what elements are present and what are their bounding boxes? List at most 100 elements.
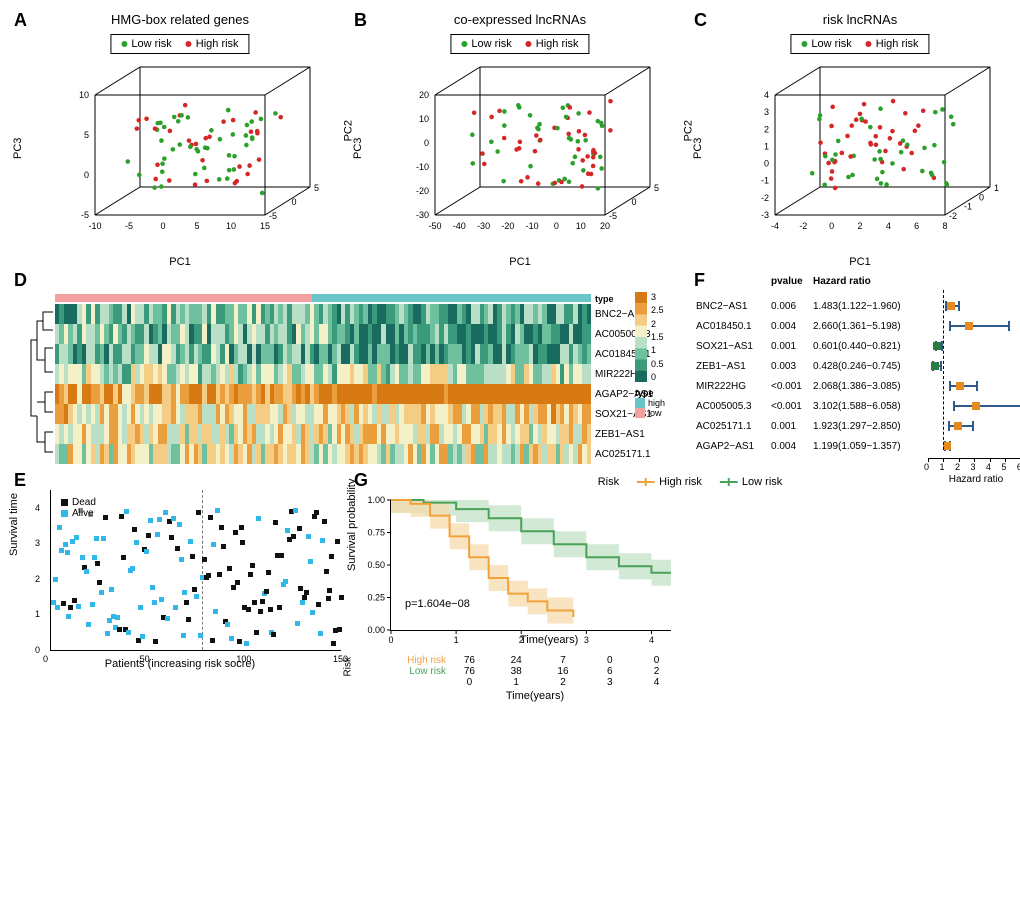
svg-text:2: 2 [764,124,769,134]
panel-a: A HMG-box related genes Low risk High ri… [10,10,350,270]
panel-c-label: C [694,10,707,31]
panel-b: B co-expressed lncRNAs Low risk High ris… [350,10,690,270]
forest-plot: pvalue Hazard ratio BNC2−AS10.0061.483(1… [696,276,1020,466]
colorbar-svg [635,292,647,382]
pc1-label: PC1 [169,256,190,268]
svg-text:-5: -5 [609,211,617,221]
svg-text:-3: -3 [761,210,769,220]
svg-text:1: 1 [764,141,769,151]
svg-text:20: 20 [600,221,610,231]
panel-c-legend: Low risk High risk [790,34,929,54]
svg-text:-2: -2 [949,211,957,221]
svg-text:10: 10 [576,221,586,231]
panel-c: C risk lncRNAs Low risk High risk -3-2-1… [690,10,1020,270]
svg-text:0: 0 [554,221,559,231]
panel-a-title: HMG-box related genes [111,12,249,27]
svg-text:-50: -50 [428,221,441,231]
svg-text:-10: -10 [416,162,429,172]
panel-g: G Risk High risk Low risk 012340.000.250… [350,470,1020,890]
svg-text:-1: -1 [761,176,769,186]
svg-text:0: 0 [388,635,393,645]
g-pvalue: p=1.604e−08 [405,598,470,610]
svg-text:-1: -1 [964,202,972,212]
svg-text:0: 0 [160,221,165,231]
dendro-svg [25,294,55,464]
svg-text:5: 5 [84,130,89,140]
svg-text:5: 5 [654,183,659,193]
svg-text:0.50: 0.50 [367,560,385,570]
panel-b-legend: Low risk High risk [450,34,589,54]
legend-high: High risk [196,38,239,50]
rt-body: High risk7624700Low risk7638166201234 [390,655,680,688]
svg-text:-20: -20 [416,186,429,196]
svg-text:-20: -20 [501,221,514,231]
svg-text:-30: -30 [416,210,429,220]
panel-a-legend: Low risk High risk [110,34,249,54]
risk-table: Risk High risk7624700Low risk76381662012… [350,655,680,702]
svg-text:10: 10 [226,221,236,231]
heat-rows: type BNC2−AS1AC005005.3AC018450.1MIR222H… [55,294,675,464]
svg-text:4: 4 [764,90,769,100]
svg-text:0: 0 [292,197,297,207]
panel-b-label: B [354,10,367,31]
svg-text:1: 1 [454,635,459,645]
panel-d: D type BNC2−AS1AC005005.3AC018450.1MIR22… [10,270,690,470]
heat-body: BNC2−AS1AC005005.3AC018450.1MIR222HGAGAP… [55,304,675,464]
svg-text:-5: -5 [269,211,277,221]
svg-text:-30: -30 [477,221,490,231]
panel-e: E 05010015001234 Dead Alive Patients (in… [10,470,350,670]
svg-text:15: 15 [260,221,270,231]
svg-text:-10: -10 [88,221,101,231]
svg-text:0: 0 [424,138,429,148]
cube-a-svg: -50510-10-5051015-505 [55,65,325,255]
forest-rows: BNC2−AS10.0061.483(1.122−1.960) AC018450… [696,296,1020,456]
surv-svg: 012340.000.250.500.751.00 [391,500,671,630]
svg-text:5: 5 [314,183,319,193]
svg-text:-2: -2 [761,193,769,203]
cube-c-svg: -3-2-101234-4-202468-2-101 [735,65,1005,255]
svg-text:-4: -4 [771,221,779,231]
cube-a: -50510-10-5051015-505 [55,65,325,255]
svg-text:10: 10 [79,90,89,100]
svg-text:1: 1 [994,183,999,193]
survival-plot: 012340.000.250.500.751.00 [390,500,671,631]
svg-text:3: 3 [584,635,589,645]
g-legend: Risk High risk Low risk [598,476,783,488]
svg-text:4: 4 [886,221,891,231]
svg-text:0: 0 [632,197,637,207]
svg-text:0: 0 [764,159,769,169]
svg-text:1.00: 1.00 [367,495,385,505]
svg-text:2: 2 [857,221,862,231]
svg-text:0.75: 0.75 [367,528,385,538]
e-legend: Dead Alive [58,496,99,520]
panel-b-title: co-expressed lncRNAs [454,12,586,27]
svg-text:10: 10 [419,114,429,124]
svg-text:0: 0 [829,221,834,231]
svg-text:5: 5 [194,221,199,231]
legend-low: Low risk [131,38,171,50]
svg-text:3: 3 [764,107,769,117]
panel-a-label: A [14,10,27,31]
figure-container: A HMG-box related genes Low risk High ri… [10,10,1010,890]
svg-text:0.25: 0.25 [367,593,385,603]
heat-legend: 3 2.5 2 1.5 1 0.5 0 type high low [635,292,695,418]
svg-text:0.00: 0.00 [367,625,385,635]
panel-e-label: E [14,470,26,491]
svg-text:-2: -2 [799,221,807,231]
panel-f: F pvalue Hazard ratio BNC2−AS10.0061.483… [690,270,1020,470]
panel-d-label: D [14,270,27,291]
svg-text:20: 20 [419,90,429,100]
svg-text:8: 8 [942,221,947,231]
svg-text:4: 4 [649,635,654,645]
svg-text:-5: -5 [81,210,89,220]
cube-b: -30-20-1001020-50-40-30-20-1001020-505 [395,65,665,255]
heatmap: type BNC2−AS1AC005005.3AC018450.1MIR222H… [25,294,675,464]
pc3-label: PC3 [12,138,24,159]
svg-text:6: 6 [914,221,919,231]
svg-text:-5: -5 [125,221,133,231]
svg-text:-10: -10 [526,221,539,231]
dendrogram [25,294,55,464]
svg-text:0: 0 [84,170,89,180]
svg-text:-40: -40 [453,221,466,231]
cube-c: -3-2-101234-4-202468-2-101 [735,65,1005,255]
